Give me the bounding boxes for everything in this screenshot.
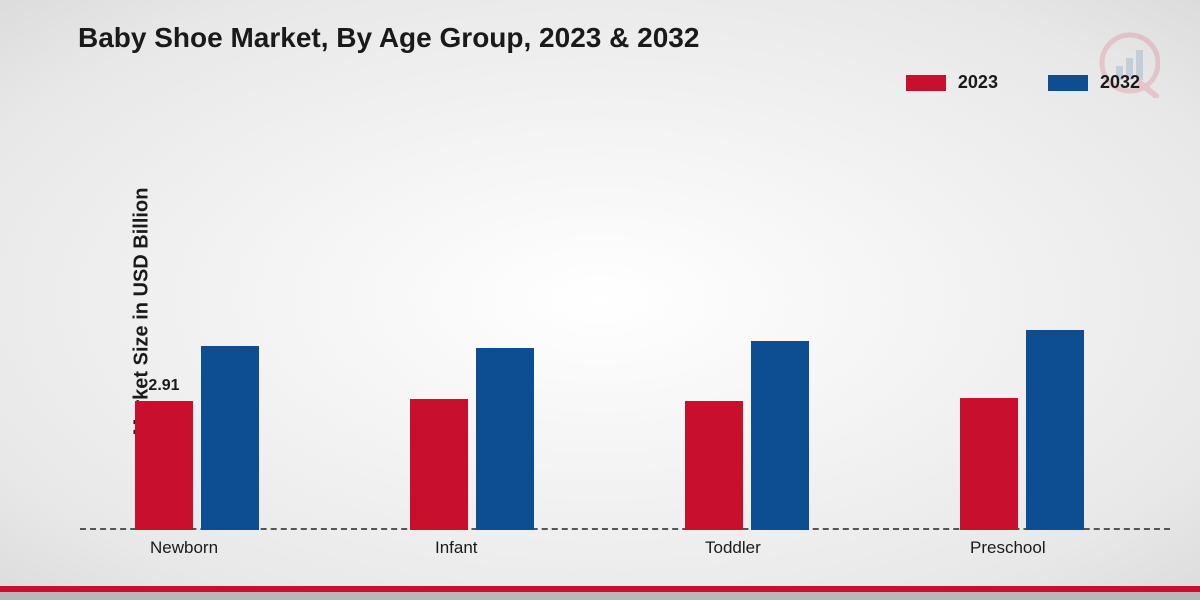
category-label: Infant bbox=[435, 538, 478, 558]
footer-grey-bar bbox=[0, 592, 1200, 600]
legend: 2023 2032 bbox=[906, 72, 1140, 93]
bar-2032-infant bbox=[476, 348, 534, 530]
bar-2023-toddler bbox=[685, 401, 743, 530]
bar-2032-toddler bbox=[751, 341, 809, 530]
bar-group bbox=[410, 348, 534, 530]
legend-swatch-2023 bbox=[906, 75, 946, 91]
bar-group bbox=[960, 330, 1084, 530]
bar-group: 2.91 bbox=[135, 346, 259, 530]
bar-2023-preschool bbox=[960, 398, 1018, 530]
category-label: Newborn bbox=[150, 538, 218, 558]
legend-item-2023: 2023 bbox=[906, 72, 998, 93]
bar-group bbox=[685, 341, 809, 530]
legend-label-2023: 2023 bbox=[958, 72, 998, 93]
bar-2032-preschool bbox=[1026, 330, 1084, 530]
legend-swatch-2032 bbox=[1048, 75, 1088, 91]
category-label: Preschool bbox=[970, 538, 1046, 558]
category-label: Toddler bbox=[705, 538, 761, 558]
legend-label-2032: 2032 bbox=[1100, 72, 1140, 93]
bar-2023-infant bbox=[410, 399, 468, 530]
legend-item-2032: 2032 bbox=[1048, 72, 1140, 93]
bar-2032-newborn bbox=[201, 346, 259, 530]
bar-2023-newborn: 2.91 bbox=[135, 401, 193, 530]
bar-value-label: 2.91 bbox=[148, 377, 179, 395]
plot-area: 2.91 NewbornInfantToddlerPreschool bbox=[80, 130, 1170, 530]
chart-title: Baby Shoe Market, By Age Group, 2023 & 2… bbox=[78, 22, 699, 54]
